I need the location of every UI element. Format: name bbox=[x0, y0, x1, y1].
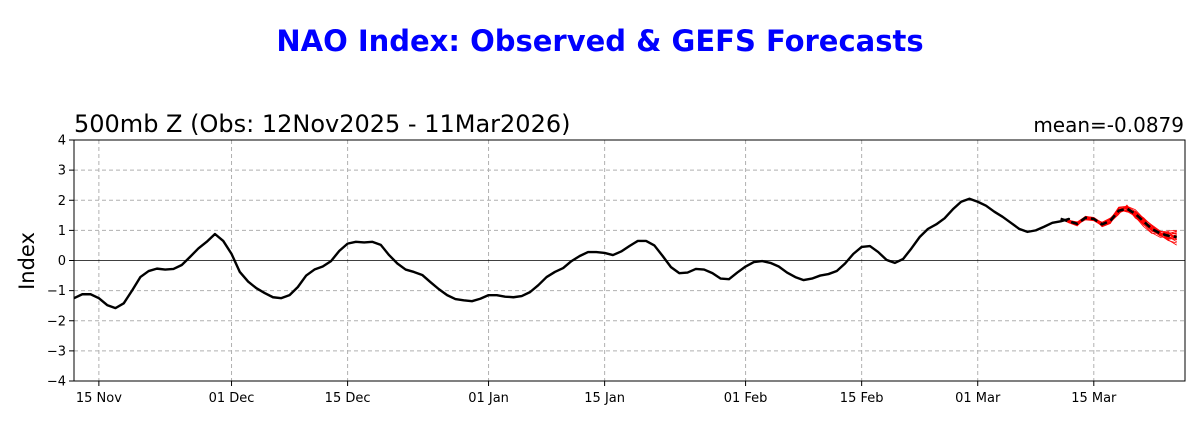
y-tick-label: −2 bbox=[47, 314, 66, 329]
x-tick-label: 01 Mar bbox=[955, 391, 1001, 406]
y-tick-label: −1 bbox=[47, 284, 66, 299]
x-tick-label: 15 Nov bbox=[76, 391, 122, 406]
observed-series bbox=[74, 197, 1071, 310]
x-tick-label: 15 Mar bbox=[1071, 391, 1117, 406]
y-tick-label: 0 bbox=[58, 254, 66, 269]
x-tick-label: 01 Jan bbox=[468, 391, 509, 406]
x-tick-label: 15 Dec bbox=[325, 391, 371, 406]
y-tick-label: 2 bbox=[58, 194, 66, 209]
ensemble-mean-series bbox=[1060, 207, 1177, 239]
y-tick-label: 4 bbox=[58, 134, 66, 149]
x-tick-label: 15 Feb bbox=[840, 391, 884, 406]
y-tick-label: −4 bbox=[47, 375, 66, 390]
x-tick-label: 15 Jan bbox=[584, 391, 625, 406]
chart-subtitle: 500mb Z (Obs: 12Nov2025 - 11Mar2026) bbox=[74, 110, 570, 138]
ensemble-mean-line bbox=[1060, 207, 1177, 239]
mean-value-label: mean=-0.0879 bbox=[1033, 113, 1184, 137]
y-tick-label: 1 bbox=[58, 224, 66, 239]
x-tick-label: 01 Feb bbox=[724, 391, 768, 406]
y-axis-label: Index bbox=[15, 232, 39, 290]
y-tick-label: 3 bbox=[58, 164, 66, 179]
y-tick-label: −3 bbox=[47, 344, 66, 359]
chart-title: NAO Index: Observed & GEFS Forecasts bbox=[276, 24, 923, 58]
x-tick-label: 01 Dec bbox=[209, 391, 255, 406]
y-axis-ticks: −4 −3 −2 −1 0 1 2 3 4 bbox=[47, 134, 74, 390]
observed-line bbox=[74, 197, 1071, 310]
x-axis-ticks: 15 Nov 01 Dec 15 Dec 01 Jan 15 Jan 01 Feb 15 F… bbox=[76, 381, 1117, 406]
